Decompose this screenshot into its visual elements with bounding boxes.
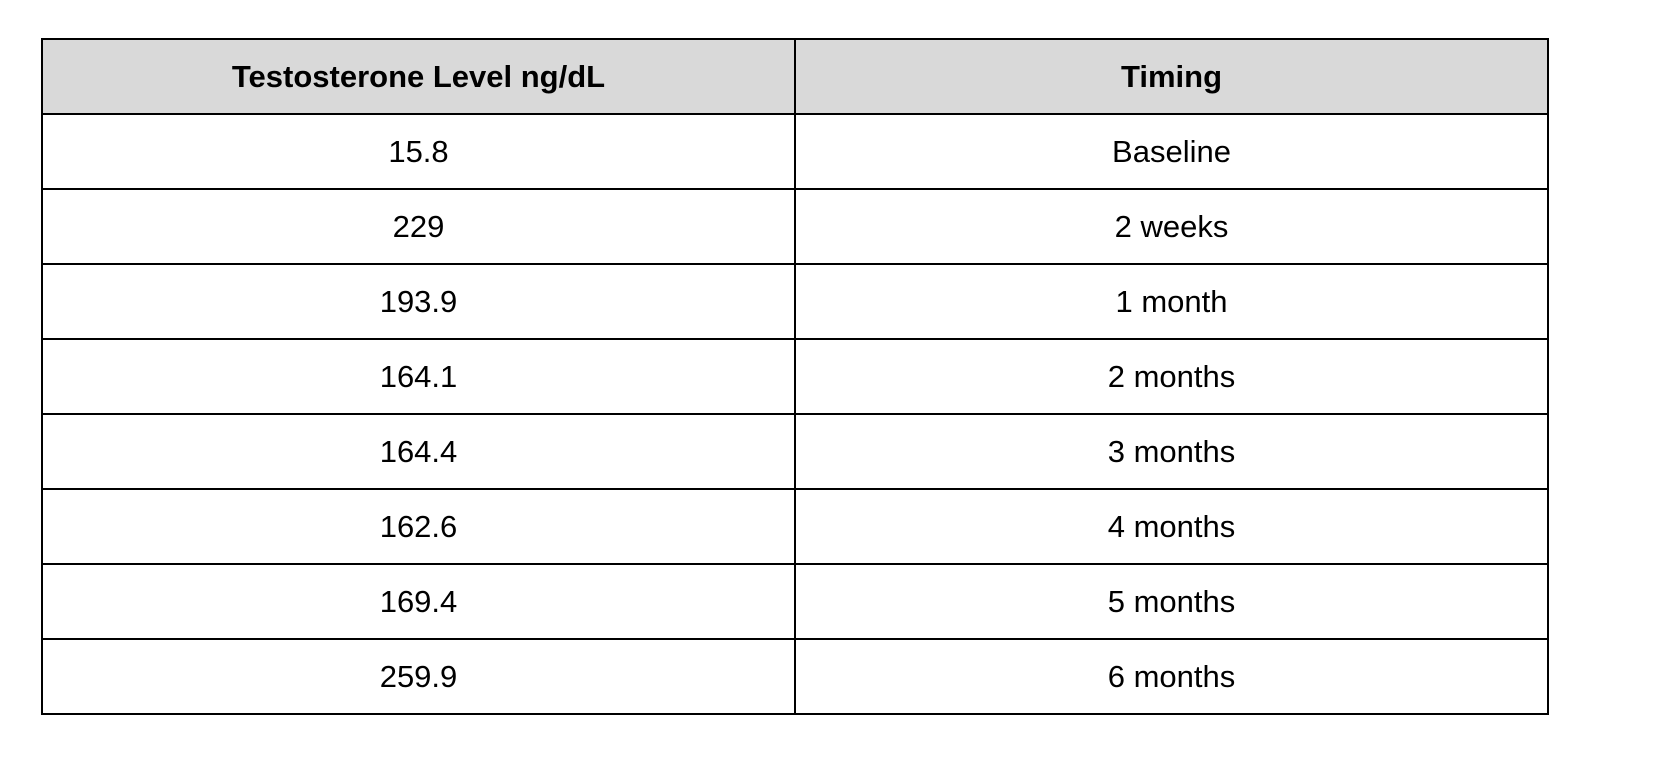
table-cell: 5 months [794, 563, 1549, 640]
header-cell: Testosterone Level ng/dL [41, 38, 796, 115]
table-cell: 164.1 [41, 338, 796, 415]
table-row: 162.6 4 months [41, 488, 1549, 565]
table-row: 259.9 6 months [41, 638, 1549, 715]
table-cell: 193.9 [41, 263, 796, 340]
table-cell: 3 months [794, 413, 1549, 490]
table-cell: 2 weeks [794, 188, 1549, 265]
table-cell: 6 months [794, 638, 1549, 715]
table-row: 164.4 3 months [41, 413, 1549, 490]
table-cell: Baseline [794, 113, 1549, 190]
table-cell: 15.8 [41, 113, 796, 190]
table-cell: 2 months [794, 338, 1549, 415]
table-cell: 229 [41, 188, 796, 265]
table-cell: 164.4 [41, 413, 796, 490]
data-table: Testosterone Level ng/dL Timing 15.8 Basel… [41, 38, 1549, 715]
table-row: 229 2 weeks [41, 188, 1549, 265]
table-head: Testosterone Level ng/dL Timing [41, 38, 1549, 115]
table-body: 15.8 Baseline 229 2 weeks 193.9 1 month 164.1 2… [41, 113, 1549, 715]
table-cell: 1 month [794, 263, 1549, 340]
header-cell: Timing [794, 38, 1549, 115]
table-row: 164.1 2 months [41, 338, 1549, 415]
table-cell: 259.9 [41, 638, 796, 715]
table-row: 193.9 1 month [41, 263, 1549, 340]
table-row: 15.8 Baseline [41, 113, 1549, 190]
table-cell: 169.4 [41, 563, 796, 640]
table-row: 169.4 5 months [41, 563, 1549, 640]
table-cell: 162.6 [41, 488, 796, 565]
table-cell: 4 months [794, 488, 1549, 565]
header-row: Testosterone Level ng/dL Timing [41, 38, 1549, 115]
